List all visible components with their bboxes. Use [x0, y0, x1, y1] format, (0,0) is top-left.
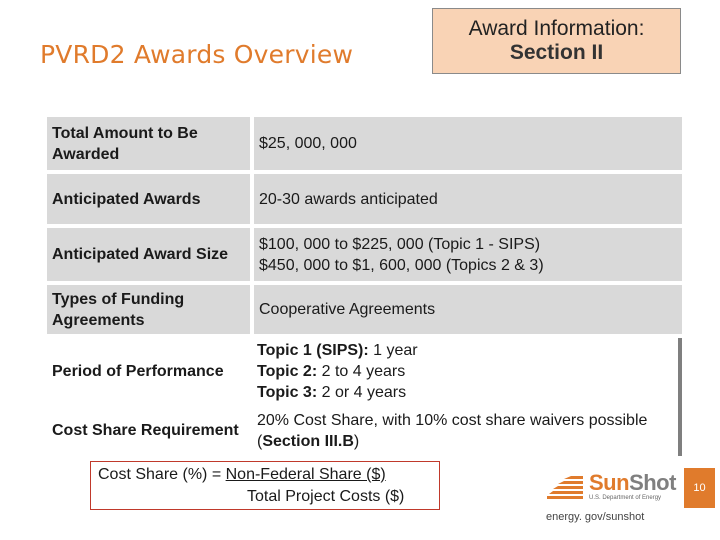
row-label: Cost Share Requirement	[52, 422, 239, 439]
row-edge	[678, 117, 682, 172]
row-label: Anticipated Award Size	[47, 226, 254, 283]
row-edge	[678, 336, 682, 405]
row-value: 20-30 awards anticipated	[252, 172, 678, 226]
row-value: 20% Cost Share, with 10% cost share waiv…	[257, 411, 648, 450]
table-row: Total Amount to Be Awarded $25, 000, 000	[47, 117, 682, 172]
formula-line1: Cost Share (%) = Non-Federal Share ($)	[98, 466, 386, 483]
table-row: Period of Performance Topic 1 (SIPS): 1 …	[47, 336, 682, 405]
award-size-line2: $450, 000 to $1, 600, 000 (Topics 2 & 3)	[259, 256, 544, 274]
sunshot-logo: SunShot U.S. Department of Energy	[545, 468, 676, 504]
row-edge	[678, 172, 682, 226]
row-label: Period of Performance	[52, 363, 224, 380]
period-topic1: Topic 1 (SIPS): 1 year	[257, 342, 418, 359]
award-box-line2: Section II	[509, 41, 604, 64]
award-info-callout: Award Information: Section II	[432, 8, 681, 74]
awards-table: Total Amount to Be Awarded $25, 000, 000…	[47, 117, 682, 456]
award-box-line1: Award Information:	[468, 17, 645, 40]
row-value: $100, 000 to $225, 000 (Topic 1 - SIPS) …	[252, 226, 678, 283]
row-value: $25, 000, 000	[252, 117, 678, 172]
row-value: Topic 1 (SIPS): 1 year Topic 2: 2 to 4 y…	[252, 336, 678, 405]
row-label: Total Amount to Be Awarded	[47, 117, 254, 172]
cost-share-formula: Cost Share (%) = Non-Federal Share ($) T…	[90, 461, 440, 510]
table-row: Anticipated Awards 20-30 awards anticipa…	[47, 172, 682, 226]
footer-url: energy. gov/sunshot	[546, 511, 645, 523]
row-label: Types of Funding Agreements	[47, 283, 254, 336]
page-number: 10	[684, 468, 715, 508]
table-row: Anticipated Award Size $100, 000 to $225…	[47, 226, 682, 283]
logo-wordmark: SunShot	[589, 470, 676, 495]
table-row: Cost Share Requirement 20% Cost Share, w…	[47, 405, 682, 456]
period-topic2: Topic 2: 2 to 4 years	[257, 363, 406, 380]
table-row: Types of Funding Agreements Cooperative …	[47, 283, 682, 336]
row-edge	[678, 405, 682, 456]
row-edge	[678, 226, 682, 283]
period-topic3: Topic 3: 2 or 4 years	[257, 384, 407, 401]
row-edge	[678, 283, 682, 336]
sun-rays-icon	[547, 476, 583, 499]
row-label: Anticipated Awards	[47, 172, 254, 226]
logo-subtitle: U.S. Department of Energy	[589, 495, 662, 501]
row-value: Cooperative Agreements	[252, 283, 678, 336]
page-title: PVRD2 Awards Overview	[40, 40, 354, 69]
award-size-line1: $100, 000 to $225, 000 (Topic 1 - SIPS)	[259, 235, 541, 253]
formula-denominator: Total Project Costs ($)	[247, 488, 405, 505]
